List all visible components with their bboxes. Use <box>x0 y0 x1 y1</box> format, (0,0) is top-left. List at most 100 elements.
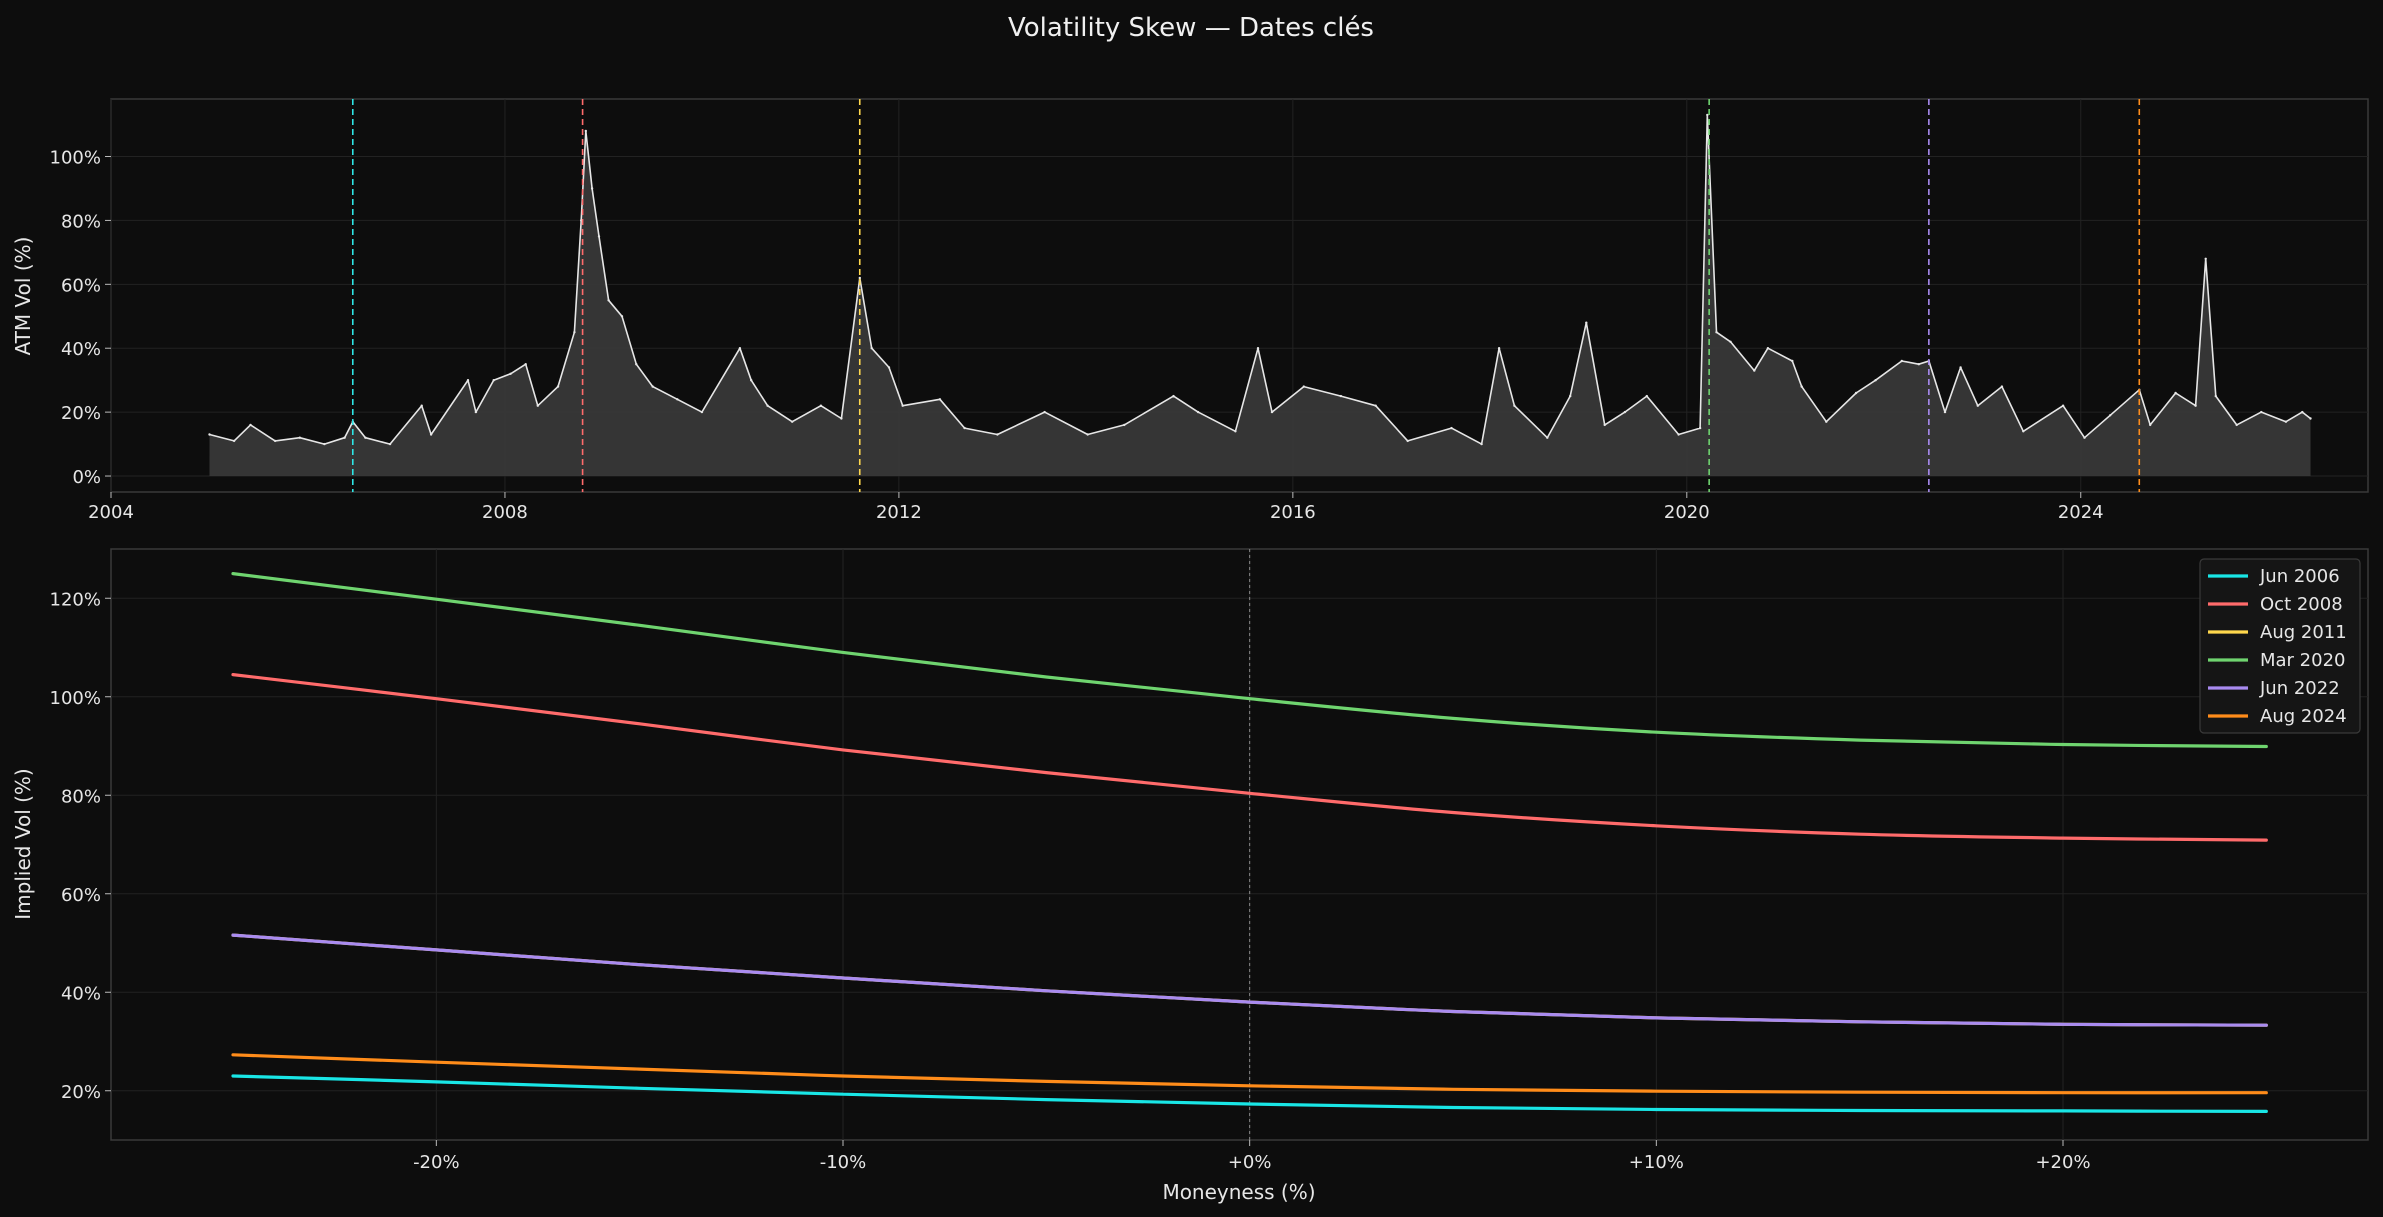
atm-vol-point <box>1706 113 1709 117</box>
atm-vol-point <box>887 366 891 369</box>
skew-line-mar-2020 <box>231 572 2268 749</box>
atm-vol-point <box>700 410 704 414</box>
atm-vol-point <box>840 417 843 420</box>
atm-vol-point <box>208 433 211 436</box>
atm-vol-point <box>1715 331 1718 334</box>
event-lines <box>351 99 2141 492</box>
legend-label: Aug 2011 <box>2260 622 2347 643</box>
bottom-x-ticks: -20% -10% +0% +10% +20% <box>413 1140 2091 1173</box>
atm-vol-point <box>1043 410 1046 414</box>
atm-vol-point <box>1766 347 1770 350</box>
atm-vol-point <box>590 187 594 190</box>
atm-vol-point <box>1585 321 1588 324</box>
atm-vol-point <box>429 433 433 436</box>
atm-vol-point <box>858 276 861 280</box>
atm-vol-point <box>2214 394 2217 398</box>
atm-vol-point <box>420 404 423 407</box>
top-x-tick-label: 2008 <box>482 502 528 523</box>
atm-vol-point <box>1339 394 1343 398</box>
atm-vol-point <box>870 347 873 350</box>
atm-vol-point <box>524 363 527 366</box>
atm-vol-point <box>2061 404 2065 407</box>
atm-vol-point <box>1729 340 1732 343</box>
bottom-y-tick-label: 40% <box>61 983 101 1004</box>
bottom-y-axis-label: Implied Vol (%) <box>11 768 35 919</box>
bottom-x-tick-label: +20% <box>2035 1152 2090 1173</box>
legend-label: Jun 2006 <box>2259 566 2340 587</box>
atm-vol-point <box>556 385 560 388</box>
bottom-y-tick-label: 120% <box>50 589 101 610</box>
bottom-y-ticks: 20% 40% 60% 80% 100% 120% <box>50 589 111 1103</box>
atm-vol-point <box>1917 363 1921 366</box>
atm-vol-point <box>1302 385 1306 388</box>
atm-vol-point <box>1874 379 1877 382</box>
skew-line-oct-2008 <box>231 673 2268 842</box>
atm-vol-point <box>1900 359 1904 363</box>
atm-vol-point <box>1698 426 1702 430</box>
figure-title: Volatility Skew — Dates clés <box>1008 13 1374 43</box>
atm-vol-point <box>1406 439 1409 443</box>
atm-vol-point <box>1825 420 1828 423</box>
atm-vol-point <box>1172 394 1175 398</box>
atm-vol-point <box>388 442 392 446</box>
legend: Jun 2006 Oct 2008 Aug 2011 Mar 2020 Jun 2022… <box>2199 558 2361 734</box>
atm-vol-point <box>323 442 326 446</box>
atm-vol-point <box>273 439 277 443</box>
atm-vol-point <box>1374 404 1377 407</box>
top-y-ticks: 0% 20% 40% 60% 80% 100% <box>50 148 111 488</box>
atm-vol-point <box>492 379 495 382</box>
atm-vol-point <box>750 379 753 382</box>
atm-vol-point <box>901 404 904 407</box>
legend-label: Jun 2022 <box>2259 678 2340 699</box>
skew-line-jun-2022 <box>231 933 2268 1027</box>
atm-vol-point <box>1800 385 1803 388</box>
top-y-tick-label: 20% <box>61 403 101 424</box>
bottom-y-tick-label: 20% <box>61 1082 101 1103</box>
atm-vol-point <box>938 398 942 401</box>
top-x-tick-label: 2012 <box>876 502 922 523</box>
atm-vol-point <box>1270 410 1274 414</box>
atm-vol-point <box>1645 394 1649 398</box>
atm-vol-point <box>2194 404 2197 407</box>
skew-lines <box>231 572 2268 1113</box>
atm-vol-point <box>2235 423 2238 427</box>
atm-vol-point <box>2022 430 2025 433</box>
atm-vol-point <box>1234 430 1237 433</box>
skew-line-jun-2006 <box>231 1074 2268 1113</box>
atm-vol-point <box>597 235 601 238</box>
bottom-x-axis-label: Moneyness (%) <box>1162 1180 1315 1204</box>
top-y-tick-label: 80% <box>61 211 101 232</box>
atm-vol-point <box>1854 391 1858 395</box>
atm-vol-point <box>1497 347 1501 350</box>
atm-vol-point <box>2309 417 2312 420</box>
atm-vol-point <box>651 385 654 388</box>
top-y-tick-label: 40% <box>61 339 101 360</box>
atm-vol-point <box>1959 366 1962 369</box>
atm-vol-point <box>1943 410 1947 414</box>
skew-line-aug-2024 <box>231 1053 2268 1095</box>
atm-vol-point <box>2149 423 2152 427</box>
atm-vol-point <box>298 436 301 439</box>
atm-vol-point <box>2109 414 2112 417</box>
top-x-tick-label: 2016 <box>1270 502 1316 523</box>
atm-vol-point <box>2204 257 2207 260</box>
atm-vol-point <box>466 379 470 382</box>
atm-vol-point <box>738 347 742 350</box>
atm-vol-point <box>676 398 679 401</box>
atm-vol-point <box>1513 404 1516 407</box>
atm-vol-point <box>607 299 610 302</box>
atm-vol-point <box>364 436 367 439</box>
atm-vol-point <box>819 404 823 407</box>
top-y-tick-label: 0% <box>72 467 101 488</box>
bottom-y-tick-label: 60% <box>61 885 101 906</box>
top-x-tick-label: 2020 <box>1664 502 1710 523</box>
top-y-tick-label: 100% <box>50 148 101 169</box>
atm-vol-point <box>1791 359 1794 363</box>
atm-vol-point <box>474 410 478 414</box>
atm-vol-point <box>1256 347 1260 350</box>
legend-label: Mar 2020 <box>2260 650 2346 671</box>
skew-panel: -20% -10% +0% +10% +20% 20% 40% 60% 80% 100% 120%… <box>11 548 2369 1204</box>
top-x-tick-label: 2024 <box>2058 502 2104 523</box>
bottom-x-tick-label: -10% <box>820 1152 867 1173</box>
